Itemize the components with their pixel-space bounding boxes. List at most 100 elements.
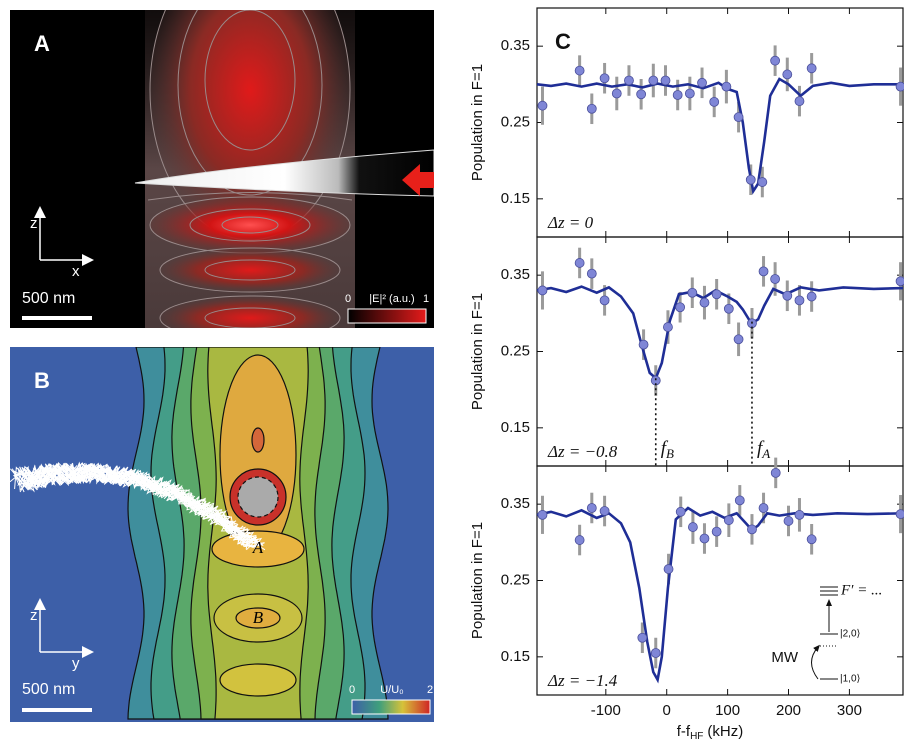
data-point [699, 297, 710, 308]
data-point [574, 258, 585, 268]
y-tick-label: 0.15 [501, 648, 530, 665]
data-point [745, 174, 756, 185]
data-point [663, 564, 674, 574]
data-point [599, 506, 610, 516]
data-point [711, 289, 722, 300]
data-point [733, 112, 744, 123]
fit-line [536, 285, 904, 381]
data-point [711, 526, 722, 537]
colorbar [351, 699, 431, 715]
colorbar-title: |E|² (a.u.) [369, 293, 414, 305]
y-tick-label: 0.25 [501, 571, 530, 588]
data-point [660, 75, 671, 86]
data-point [537, 100, 548, 111]
data-point [586, 503, 597, 513]
x-axis-label-main: f-f [677, 723, 691, 740]
data-point [794, 295, 805, 306]
colorbar-tick-label: 2 [427, 684, 433, 696]
colorbar-tick-label: 1 [423, 293, 429, 305]
data-point [782, 290, 793, 301]
frequency-label-main: f [757, 438, 765, 459]
y-tick-label: 0.25 [501, 342, 530, 359]
panel-label: A [34, 31, 50, 56]
data-point [688, 522, 698, 532]
x-tick-label: 200 [776, 702, 801, 719]
data-point [723, 303, 734, 314]
trajectory [10, 461, 266, 551]
data-point [687, 287, 698, 298]
data-point [721, 81, 732, 92]
mw-arrow [811, 644, 820, 680]
data-point [675, 506, 686, 517]
scale-bar-label: 500 nm [22, 290, 75, 307]
data-point [734, 495, 745, 506]
data-point [895, 81, 904, 92]
data-point [699, 533, 710, 544]
data-point [675, 302, 686, 313]
level-label: |1,0⟩ [840, 674, 860, 685]
frequency-label-sub: A [761, 446, 770, 461]
data-point [770, 274, 781, 284]
data-point [770, 467, 781, 478]
data-point [574, 535, 585, 545]
x-tick-label: 300 [837, 702, 862, 719]
data-point [794, 509, 805, 520]
data-point [574, 65, 585, 76]
colorbar-title: U/U₀ [380, 684, 404, 696]
data-point [684, 88, 695, 99]
panel-label: C [555, 29, 571, 54]
trajectory-path [20, 462, 265, 548]
x-axis-label-unit: (kHz) [707, 723, 743, 740]
data-point [537, 285, 548, 296]
data-point [638, 339, 649, 350]
data-point [599, 295, 610, 306]
field-contours [147, 10, 353, 328]
trajectory-path [14, 461, 258, 550]
data-point [770, 55, 781, 66]
frequency-label-sub: B [666, 446, 674, 461]
x-axis-label: f-fHF (kHz) [677, 723, 744, 742]
y-tick-label: 0.35 [501, 495, 530, 512]
data-point [586, 103, 597, 114]
y-axis-label: Population in F=1 [469, 64, 486, 181]
frequency-label-main: f [661, 438, 669, 459]
x-tick-label: -100 [591, 702, 621, 719]
data-point [806, 63, 817, 74]
data-point [663, 322, 673, 332]
drive-label: MW [771, 649, 798, 666]
panel-label: B [34, 368, 50, 393]
axis-label: x [72, 263, 80, 280]
panel-a: z x 500 nm |E|² (a.u.) A [10, 10, 434, 328]
y-axis-label: Population in F=1 [469, 293, 486, 410]
data-point [782, 69, 793, 80]
y-tick-label: 0.35 [501, 266, 530, 283]
data-point [637, 632, 648, 643]
site-label: B [253, 608, 264, 627]
data-point [794, 96, 805, 107]
y-axis-label: Population in F=1 [469, 522, 486, 639]
data-point [733, 334, 744, 345]
data-point [758, 266, 769, 277]
data-point [537, 509, 548, 520]
data-point [697, 77, 707, 88]
data-point [672, 90, 683, 100]
data-point [747, 524, 757, 535]
colorbar-tick-label: 0 [349, 684, 355, 696]
data-point [636, 89, 647, 100]
data-point [757, 177, 768, 187]
data-point [650, 648, 661, 658]
axis-label: z [30, 607, 38, 624]
fit-line [536, 77, 903, 195]
data-point [599, 73, 610, 84]
data-point [723, 515, 734, 526]
level-label: F′ = ... [840, 582, 882, 598]
data-point [758, 503, 769, 513]
annotation: Δz = −1.4 [547, 671, 618, 690]
data-point [806, 291, 817, 302]
x-tick-label: 0 [663, 702, 671, 719]
frequency-label: fA [757, 438, 770, 461]
annotation: Δz = 0 [547, 213, 594, 232]
data-point [783, 516, 794, 526]
annotation: Δz = −0.8 [547, 442, 618, 461]
